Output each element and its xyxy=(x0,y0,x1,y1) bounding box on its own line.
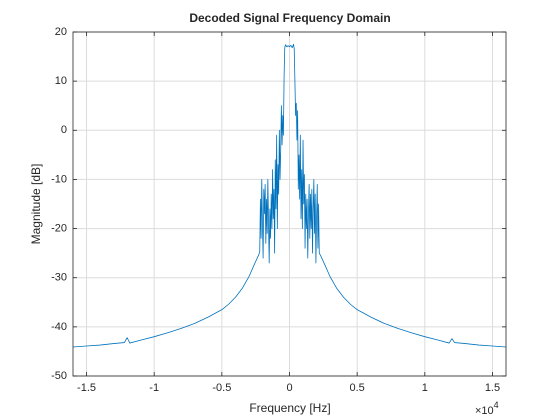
y-tick-label: -40 xyxy=(51,321,67,333)
y-tick-label: 20 xyxy=(55,26,67,38)
x-multiplier-exponent: 4 xyxy=(494,400,499,410)
chart-title: Decoded Signal Frequency Domain xyxy=(189,11,390,25)
y-tick-label: 0 xyxy=(61,124,67,136)
x-tick-label: -0.5 xyxy=(212,382,231,394)
x-tick-label: 1.5 xyxy=(485,382,500,394)
x-tick-label: 0.5 xyxy=(350,382,365,394)
y-tick-label: 10 xyxy=(55,75,67,87)
y-tick-label: -50 xyxy=(51,370,67,382)
y-tick-label: -30 xyxy=(51,272,67,284)
x-multiplier: ×104 xyxy=(475,400,499,417)
x-tick-label: -1.5 xyxy=(77,382,96,394)
x-tick-label: 1 xyxy=(422,382,428,394)
x-tick-label: 0 xyxy=(286,382,292,394)
data-line xyxy=(72,43,507,348)
y-tick-label: -20 xyxy=(51,222,67,234)
x-multiplier-base: ×10 xyxy=(475,405,494,417)
x-axis-label: Frequency [Hz] xyxy=(249,401,330,415)
y-axis-label: Magnitude [dB] xyxy=(29,164,43,245)
x-tick-label: -1 xyxy=(149,382,159,394)
y-tick-label: -10 xyxy=(51,173,67,185)
